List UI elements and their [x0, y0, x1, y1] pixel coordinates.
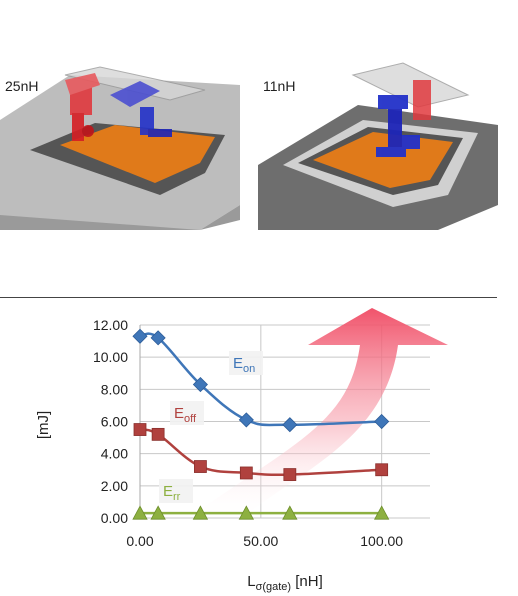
right-label: 11nH: [263, 78, 295, 94]
y-tick-label: 12.00: [93, 317, 128, 333]
series-label-bg: [229, 351, 263, 375]
x-tick-label: 100.00: [360, 533, 403, 549]
data-point-rr: [238, 505, 255, 520]
series-label-on: Eon: [229, 351, 263, 375]
series-label-text: Err: [163, 483, 181, 503]
gate-plate: [351, 62, 470, 108]
data-point-on: [150, 330, 166, 346]
series-label-bg: [159, 479, 193, 503]
x-tick-label: 50.00: [243, 533, 278, 549]
left-label: 25nH: [5, 78, 38, 94]
red-terminal: [65, 73, 100, 141]
module-illustration-25nh: 25nH: [0, 66, 240, 230]
y-axis-label: [mJ]: [35, 411, 52, 439]
y-tick-label: 8.00: [101, 381, 128, 397]
data-point-off: [375, 463, 389, 477]
red-terminal: [413, 80, 431, 120]
series-label-text: Eoff: [174, 405, 197, 425]
y-tick-label: 10.00: [93, 349, 128, 365]
data-point-on: [374, 413, 390, 430]
data-point-on: [192, 376, 208, 393]
series-label-text: Eon: [233, 355, 255, 375]
y-tick-label: 2.00: [101, 478, 128, 494]
section-divider: [0, 297, 497, 298]
blue-terminal: [376, 95, 420, 157]
data-point-off: [239, 466, 253, 480]
series-label-off: Eoff: [170, 401, 204, 425]
data-point-rr: [192, 505, 209, 520]
y-tick-label: 4.00: [101, 446, 128, 462]
data-point-off: [194, 460, 207, 473]
data-point-on: [238, 412, 254, 428]
data-point-on: [282, 417, 298, 433]
data-point-off: [283, 468, 297, 481]
series-label-rr: Err: [159, 479, 193, 503]
blue-terminal: [110, 81, 172, 137]
series-off: [133, 423, 389, 481]
copper-pad: [60, 125, 215, 183]
data-point-off: [151, 427, 165, 441]
data-point-rr: [373, 505, 390, 520]
module-illustration-11nh: 11nH: [258, 62, 498, 230]
energy-loss-chart: Eon Eoff Err 0.00 2.00 4.00 6.00 8.00 10.00 12.0…: [35, 308, 448, 593]
series-rr: [132, 505, 390, 520]
data-point-rr: [132, 505, 148, 520]
y-tick-label: 0.00: [101, 510, 128, 526]
x-axis-label: Lσ(gate) [nH]: [247, 573, 323, 593]
series-label-bg: [170, 401, 204, 425]
base-plate-side: [0, 205, 240, 230]
y-tick-label: 6.00: [101, 414, 128, 430]
data-point-on: [132, 328, 148, 344]
x-tick-label: 0.00: [126, 533, 153, 549]
data-point-rr: [282, 505, 298, 520]
trend-arrow: [200, 308, 448, 520]
series-on: [132, 328, 390, 433]
data-point-rr: [150, 505, 166, 520]
data-point-off: [133, 423, 147, 436]
